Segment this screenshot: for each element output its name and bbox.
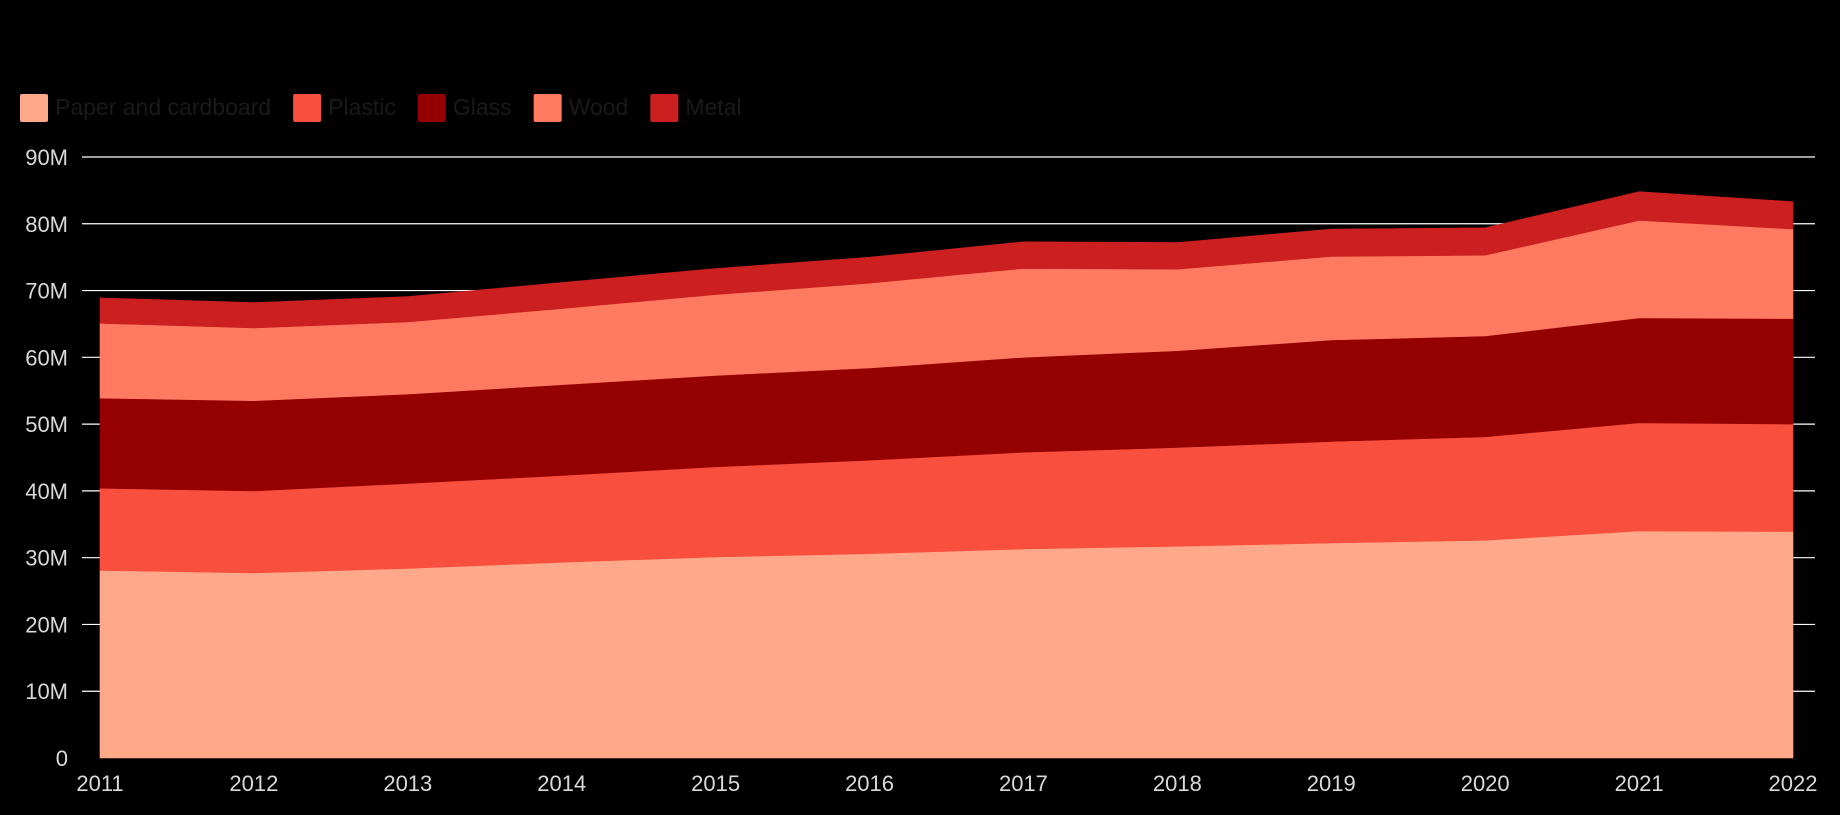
legend-swatch [293,94,322,122]
area-series-metal [99,191,1794,329]
area-layer [99,191,1794,759]
x-tick-label: 2015 [691,771,740,796]
y-axis: 0 10M 20M 30M 40M 50M 60M 70M 80M 90M [25,145,68,771]
y-tick-label: 40M [25,479,68,504]
legend-label: Metal [685,94,741,120]
y-tick-label: 60M [25,345,68,370]
y-tick-label: 0 [56,746,68,771]
x-tick-label: 2020 [1461,771,1510,796]
x-tick-label: 2011 [76,771,123,796]
y-tick-label: 80M [25,212,68,237]
y-tick-label: 30M [25,546,68,571]
y-tick-label: 10M [25,679,68,704]
y-tick-label: 20M [25,612,68,637]
x-tick-label: 2018 [1153,771,1202,796]
legend-label: Paper and cardboard [55,94,271,120]
x-tick-label: 2019 [1307,771,1356,796]
x-tick-label: 2016 [845,771,894,796]
x-tick-label: 2014 [537,771,586,796]
legend-swatch [417,94,446,122]
x-tick-label: 2017 [999,771,1048,796]
x-tick-label: 2021 [1615,771,1664,796]
y-tick-label: 70M [25,279,68,304]
legend: Paper and cardboard Plastic Glass Wood Metal [20,94,742,122]
y-tick-label: 50M [25,412,68,437]
legend-swatch [20,94,48,122]
x-tick-label: 2012 [229,771,278,796]
legend-swatch [533,94,562,122]
x-tick-label: 2022 [1769,771,1818,796]
y-tick-label: 90M [25,145,68,170]
legend-label: Plastic [328,94,396,120]
x-axis: 2011 2012 2013 2014 2015 2016 2017 2018 2019 2020… [76,771,1817,796]
legend-label: Glass [453,94,512,120]
legend-swatch [650,94,679,122]
legend-label: Wood [569,94,629,120]
x-tick-label: 2013 [383,771,432,796]
